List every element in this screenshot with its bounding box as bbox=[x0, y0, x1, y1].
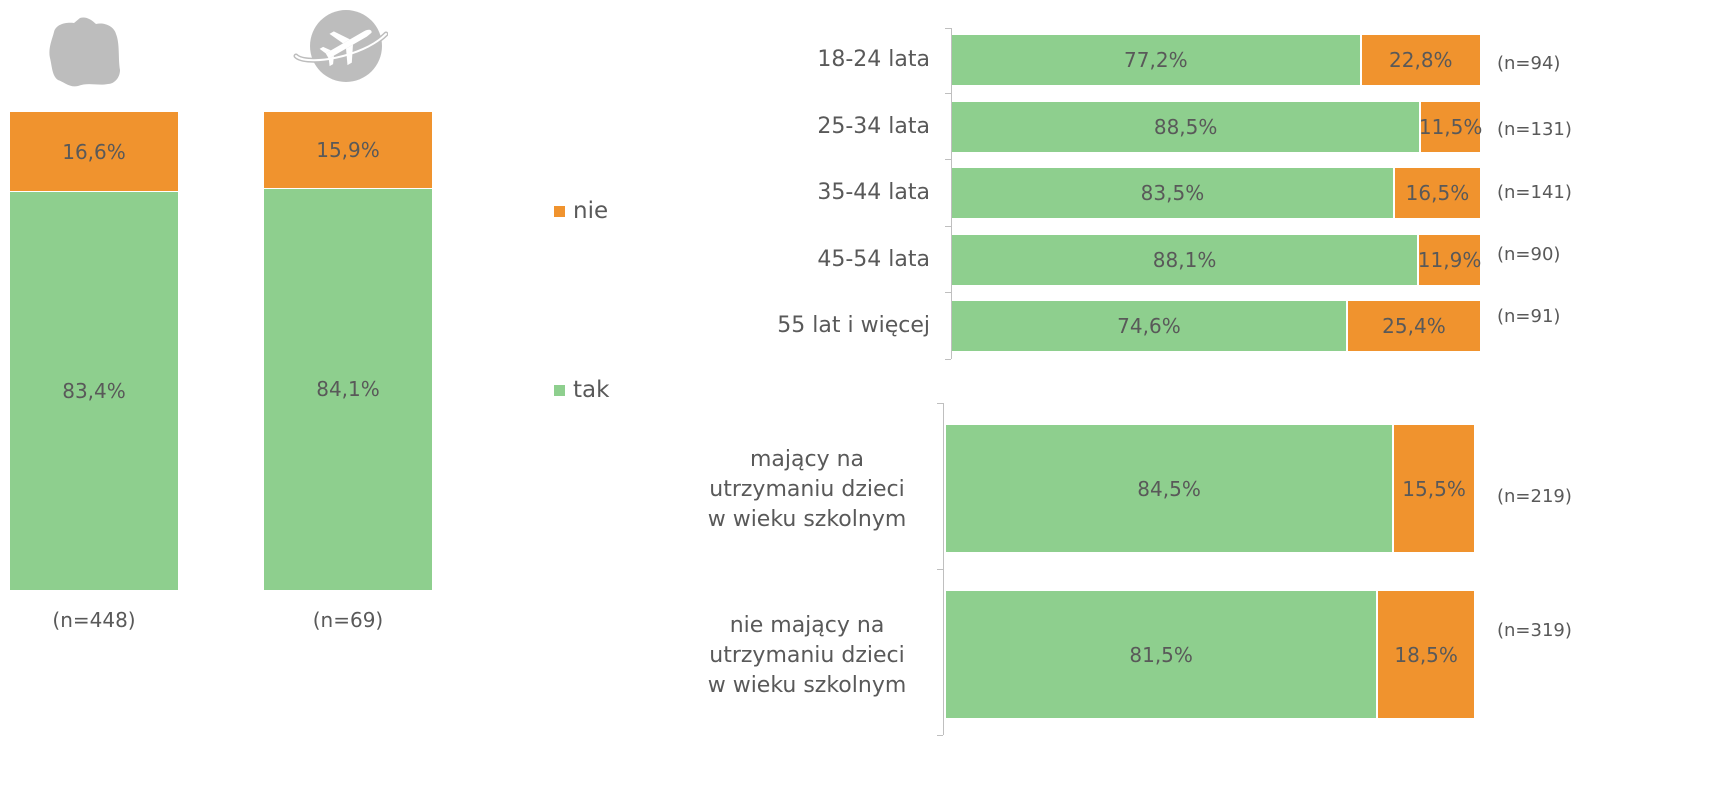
airplane-globe-icon bbox=[293, 10, 388, 82]
legend-label-nie: nie bbox=[573, 198, 609, 224]
bar-segment-nie: 11,5% bbox=[1419, 102, 1482, 152]
bar-segment-tak: 88,1% bbox=[952, 235, 1418, 285]
bar-segment-nie: 18,5% bbox=[1378, 591, 1474, 718]
sample-size-label: (n=131) bbox=[1497, 119, 1572, 140]
sample-size-label: (n=94) bbox=[1497, 53, 1561, 74]
category-label-line: w wieku szkolnym bbox=[707, 507, 907, 532]
axis-tick bbox=[937, 569, 943, 570]
legend-swatch-nie bbox=[554, 205, 565, 217]
category-label-line: utrzymaniu dzieci bbox=[709, 643, 905, 668]
axis-tick bbox=[945, 226, 951, 227]
legend-item-tak: tak bbox=[554, 377, 609, 403]
axis-tick bbox=[945, 159, 951, 160]
sample-size-label: (n=219) bbox=[1497, 486, 1572, 507]
axis-tick bbox=[945, 93, 951, 94]
bar-segment-nie: 22,8% bbox=[1361, 35, 1480, 85]
sample-size-label: (n=91) bbox=[1497, 306, 1561, 327]
bar-segment-tak: 83,4% bbox=[10, 192, 178, 590]
bar-segment-tak: 77,2% bbox=[952, 35, 1360, 85]
bar-segment-nie: 15,9% bbox=[264, 112, 432, 188]
sample-size-label: (n=448) bbox=[52, 608, 136, 632]
category-label-line: nie mający na bbox=[729, 613, 885, 638]
bar-segment-nie: 11,9% bbox=[1418, 235, 1481, 285]
bar-segment-tak: 84,1% bbox=[264, 189, 432, 590]
category-label-line: w wieku szkolnym bbox=[707, 673, 907, 698]
bar-segment-nie: 16,5% bbox=[1394, 168, 1480, 218]
category-label: 35-44 lata bbox=[817, 180, 930, 205]
sample-size-label: (n=69) bbox=[312, 608, 384, 632]
category-label: 45-54 lata bbox=[817, 247, 930, 272]
axis-tick bbox=[945, 292, 951, 293]
children-chart-axis bbox=[943, 403, 944, 735]
axis-tick bbox=[945, 359, 951, 360]
bar-segment-nie: 15,5% bbox=[1394, 425, 1474, 552]
bar-segment-tak: 83,5% bbox=[952, 168, 1393, 218]
category-label: mający na utrzymaniu dzieci w wieku szkoln… bbox=[690, 445, 924, 535]
sample-size-label: (n=90) bbox=[1497, 244, 1561, 265]
axis-tick bbox=[945, 28, 951, 29]
category-label-line: mający na bbox=[749, 447, 865, 472]
bar-segment-nie: 25,4% bbox=[1347, 301, 1480, 351]
legend-label-tak: tak bbox=[573, 377, 610, 403]
axis-tick bbox=[937, 403, 943, 404]
sample-size-label: (n=141) bbox=[1497, 182, 1572, 203]
sample-size-label: (n=319) bbox=[1497, 620, 1572, 641]
category-label: 18-24 lata bbox=[817, 47, 930, 72]
poland-map-icon bbox=[49, 17, 121, 87]
bar-segment-tak: 74,6% bbox=[952, 301, 1346, 351]
category-label: 55 lat i więcej bbox=[777, 313, 930, 338]
bar-segment-nie: 16,6% bbox=[10, 112, 178, 192]
category-label: nie mający na utrzymaniu dzieci w wieku sz… bbox=[690, 611, 924, 701]
category-label-line: utrzymaniu dzieci bbox=[709, 477, 905, 502]
bar-segment-tak: 84,5% bbox=[946, 425, 1393, 552]
age-chart-axis bbox=[951, 28, 952, 359]
bar-segment-tak: 81,5% bbox=[946, 591, 1377, 718]
axis-tick bbox=[937, 735, 943, 736]
legend-swatch-tak bbox=[554, 384, 565, 396]
legend-item-nie: nie bbox=[554, 198, 608, 224]
bar-segment-tak: 88,5% bbox=[952, 102, 1420, 152]
category-label: 25-34 lata bbox=[817, 114, 930, 139]
